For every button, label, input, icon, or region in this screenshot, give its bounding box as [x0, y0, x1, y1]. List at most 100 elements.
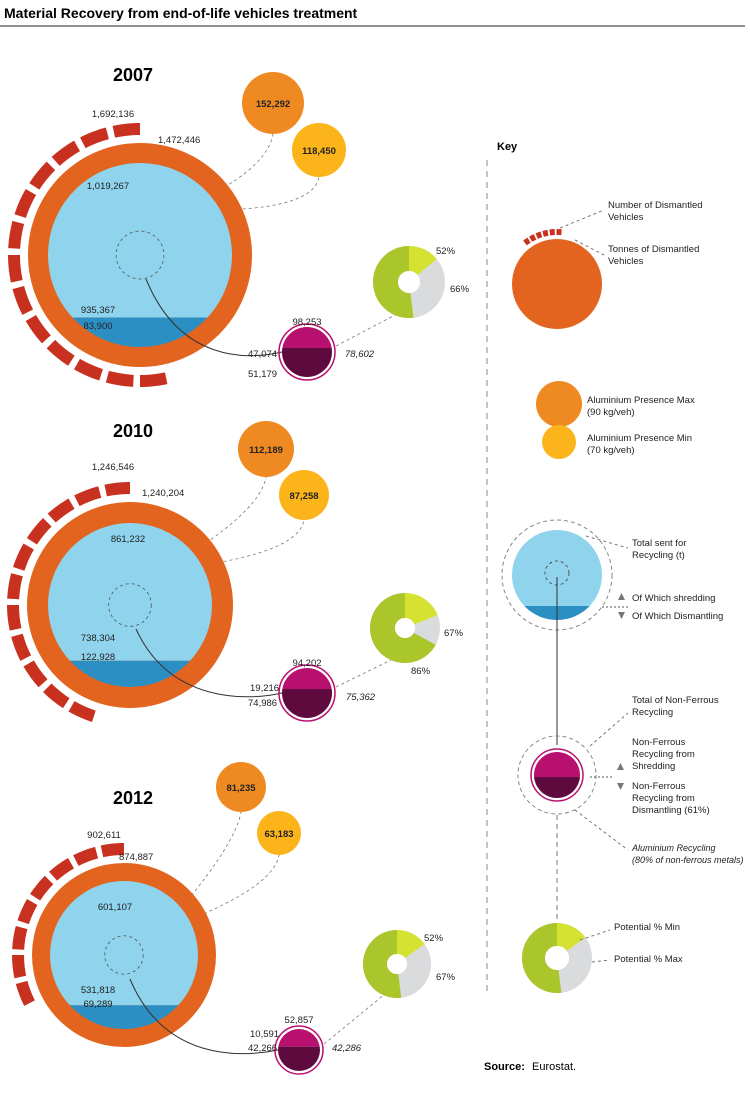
key-nf-dismantling-fill [534, 777, 580, 798]
aluminium-connector [195, 476, 267, 551]
inner-dashed-circle [108, 583, 152, 627]
dismantled-segment [14, 189, 37, 218]
potential-max-arc [557, 923, 586, 951]
recycling-fill [48, 163, 232, 318]
dismantled-segment [25, 315, 51, 344]
dismantled-segment [29, 161, 56, 190]
aluminium-max-value: 81,235 [226, 783, 256, 794]
shredding-value: 531,818 [81, 985, 115, 996]
key-dismantled-segment [523, 237, 531, 246]
split-circle [534, 752, 580, 798]
nonferrous-outline [274, 1025, 324, 1075]
split-circle [48, 163, 232, 347]
key-aluminium-recycling-label: (80% of non-ferrous metals) [632, 855, 744, 865]
nonferrous-total-value: 52,857 [284, 1015, 313, 1026]
year-label: 2010 [113, 421, 153, 441]
key-nf-shredding-label: Recycling from [632, 749, 695, 760]
nonferrous-shredding-fill [282, 668, 332, 689]
key-dismantled-segment [529, 234, 537, 242]
aluminium-connector [224, 176, 320, 211]
nonferrous-dismantling-value: 51,179 [248, 369, 277, 380]
aluminium-max-circle [216, 762, 266, 812]
potential-hole [387, 954, 407, 974]
aluminium-min-value: 87,258 [289, 491, 318, 502]
key-aluminium-max-label: (90 kg/veh) [587, 407, 635, 418]
tonnes-dismantled-value: 1,472,446 [158, 135, 200, 146]
aluminium-recycling-value: 42,286 [332, 1043, 362, 1054]
key-nonferrous-ring [530, 748, 584, 802]
year-panel-2012: 2012 81,235 63,183 902,611 874,887 601,107 531… [12, 762, 456, 1075]
key-connector [585, 535, 629, 549]
year-label: 2012 [113, 788, 153, 808]
year-panels: 2007 152,292 118,450 1,692,136 1,472,446 1,01… [7, 65, 470, 1075]
potential-connector [335, 658, 394, 688]
dismantled-segment [112, 123, 140, 138]
potential-max-value: 66% [450, 284, 470, 295]
potential-min-arc [370, 593, 436, 663]
source-label: Source: [484, 1061, 525, 1073]
year-label: 2007 [113, 65, 153, 85]
nonferrous-outline [278, 664, 336, 722]
shredding-value: 935,367 [81, 305, 115, 316]
key-connector [589, 712, 629, 747]
dismantled-segment [7, 605, 22, 631]
aluminium-recycling-value: 78,602 [345, 349, 375, 360]
up-arrow-icon [617, 763, 624, 770]
key-aluminium-recycling-label: Aluminium Recycling [631, 843, 716, 853]
dismantled-segment [49, 858, 74, 881]
key-total-sent-label: Recycling (t) [632, 550, 685, 561]
key-potential-max-label: Potential % Max [614, 954, 683, 965]
nonferrous-connector [129, 978, 279, 1055]
dismantled-segment [73, 846, 99, 866]
key-aluminium-max-label: Aluminium Presence Max [587, 395, 695, 406]
key-connector [574, 809, 629, 851]
key-dismantled-segment [549, 229, 555, 236]
key-tonnes-circle [512, 239, 602, 329]
dismantled-segment [23, 660, 48, 688]
dismantled-segment [17, 899, 38, 925]
source-text: Eurostat. [532, 1061, 576, 1073]
dismantled-segment [15, 980, 35, 1006]
key-dismantled-segment [556, 229, 562, 236]
dismantled-segment [8, 220, 25, 249]
key-nf-dismantling-label: Dismantling (61%) [632, 805, 710, 816]
key-number-dismantled-label: Vehicles [608, 212, 644, 223]
key-nf-dismantling-label: Non-Ferrous [632, 781, 686, 792]
potential-max-arc [409, 246, 437, 275]
dismantled-vehicles-arc [8, 123, 168, 387]
dismantled-segment [68, 701, 96, 722]
nonferrous-shredding-value: 19,216 [250, 683, 279, 694]
aluminium-connector [192, 854, 280, 919]
potential-min-arc [521, 923, 562, 994]
dismantled-vehicles-arc [7, 482, 130, 722]
aluminium-max-value: 112,189 [249, 445, 283, 456]
aluminium-connector [213, 133, 274, 194]
nonferrous-dismantling-value: 74,986 [248, 698, 277, 709]
key-nonferrous-outline [517, 735, 597, 815]
dismantled-segment [74, 358, 103, 381]
dismantled-segment [11, 633, 32, 661]
nonferrous-connector [135, 628, 283, 698]
up-arrow-icon [618, 593, 625, 600]
nonferrous-shredding-value: 47,074 [248, 349, 277, 360]
key-nf-shredding-label: Non-Ferrous [632, 737, 686, 748]
aluminium-connector [183, 811, 242, 906]
dismantled-segment [12, 955, 27, 979]
inner-dashed-circle [104, 935, 144, 975]
key-tonnes-dismantled-label: Tonnes of Dismantled [608, 244, 699, 255]
potential-min-value: 67% [444, 628, 464, 639]
potential-max-arc [397, 930, 425, 959]
nonferrous-shredding-value: 10,591 [250, 1029, 279, 1040]
key-total-nonferrous-label: Total of Non-Ferrous [632, 695, 719, 706]
split-circle [282, 327, 332, 377]
potential-max-value: 67% [436, 972, 456, 983]
dismantled-segment [80, 127, 109, 149]
potential-min-arc [372, 246, 414, 318]
split-circle [48, 523, 212, 687]
potential-min-value: 52% [424, 933, 444, 944]
key-aluminium-min-circle [542, 425, 576, 459]
key-aluminium-max-circle [536, 381, 582, 427]
number-dismantled-value: 1,246,546 [92, 462, 134, 473]
